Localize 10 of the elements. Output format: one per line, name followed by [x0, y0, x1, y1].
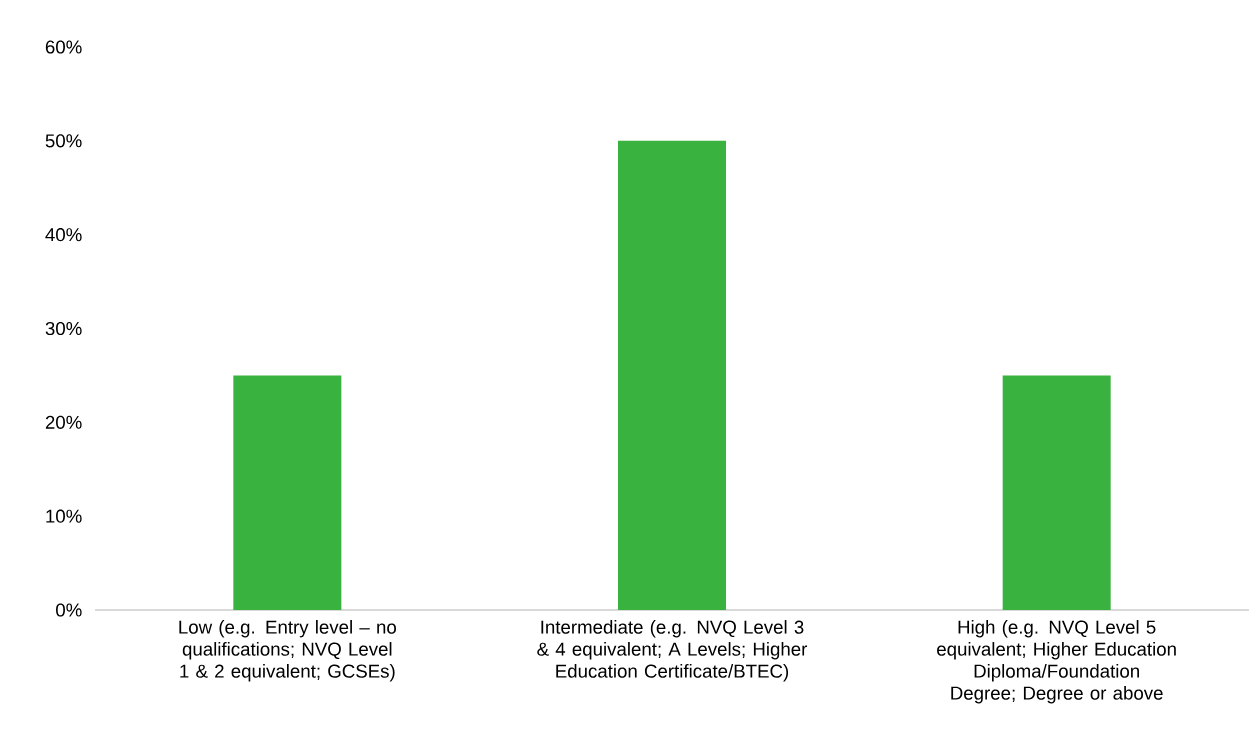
x-tick-label: Low (e.g. Entry level – no qualifications; NVQ Level 1 & 2 equivalent; GCSEs): [179, 620, 396, 682]
x-tick-label: Intermediate (e.g. NVQ Level 3 & 4 equivalent; A Levels; Higher Education Certificate/BTEC): [537, 620, 808, 682]
y-tick-label: 10%: [46, 509, 82, 523]
y-tick-label: 20%: [45, 415, 82, 429]
y-tick-label: 40%: [45, 228, 82, 242]
x-tick-label: High (e.g. NVQ Level 5 equivalent; Higher Education Diploma/Foundation Degree; Degree or above: [937, 620, 1176, 704]
y-tick-label: 60%: [45, 40, 82, 54]
y-tick-label: 50%: [45, 134, 82, 148]
y-tick-label: 30%: [45, 321, 82, 336]
y-tick-label: 0%: [56, 603, 82, 617]
